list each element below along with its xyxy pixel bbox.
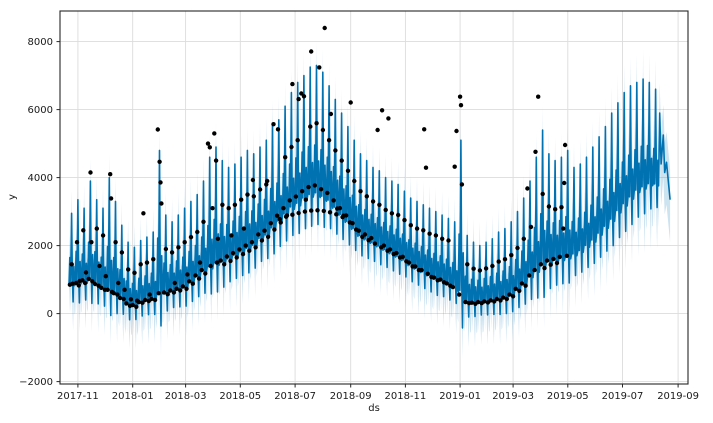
x-tick-label: 2018-09 (330, 391, 372, 402)
x-tick-label: 2018-11 (385, 391, 427, 402)
y-tick-label: 8000 (28, 37, 53, 48)
y-tick-label: 0 (47, 309, 53, 320)
y-tick-label: 4000 (28, 173, 53, 184)
y-tick-label: −2000 (19, 377, 53, 388)
x-tick-label: 2019-07 (602, 391, 644, 402)
y-tick-label: 2000 (28, 241, 53, 252)
grid-layer (60, 11, 688, 384)
y-tick-label: 6000 (28, 105, 53, 116)
axis-layer: 2017-11 2018-01 2018-03 2018-05 2018-07 2018-… (19, 10, 699, 402)
x-tick-label: 2019-05 (547, 391, 589, 402)
x-tick-label: 2019-01 (439, 391, 481, 402)
x-tick-label: 2018-07 (274, 391, 316, 402)
x-tick-label: 2019-09 (657, 391, 699, 402)
x-tick-label: 2018-03 (165, 391, 207, 402)
x-tick-label: 2018-01 (112, 391, 154, 402)
y-axis-label: y (6, 194, 18, 200)
x-tick-label: 2019-03 (492, 391, 534, 402)
x-tick-label: 2017-11 (57, 391, 99, 402)
x-axis-label: ds (368, 403, 380, 414)
x-tick-label: 2018-05 (219, 391, 261, 402)
observed-scatter (67, 25, 570, 309)
forecast-line (68, 64, 671, 329)
